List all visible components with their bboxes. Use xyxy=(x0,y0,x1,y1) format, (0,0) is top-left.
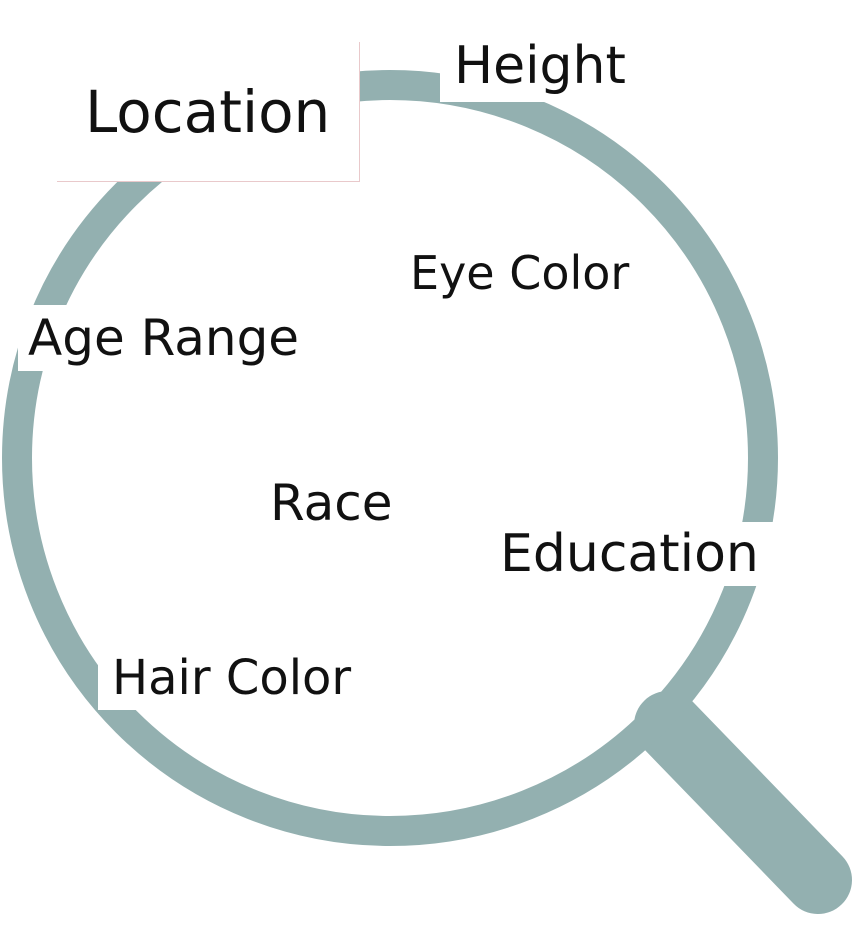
magnifier-ring xyxy=(2,70,778,846)
magnifier-handle xyxy=(634,691,852,914)
magnifier-handle-shaft xyxy=(634,691,852,914)
label-education: Education xyxy=(486,522,773,586)
label-location: Location xyxy=(57,42,360,182)
label-age-range: Age Range xyxy=(18,305,310,371)
label-eye-color: Eye Color xyxy=(398,244,642,302)
label-hair-color: Hair Color xyxy=(98,646,366,710)
label-height: Height xyxy=(440,30,640,102)
label-race: Race xyxy=(258,472,405,534)
